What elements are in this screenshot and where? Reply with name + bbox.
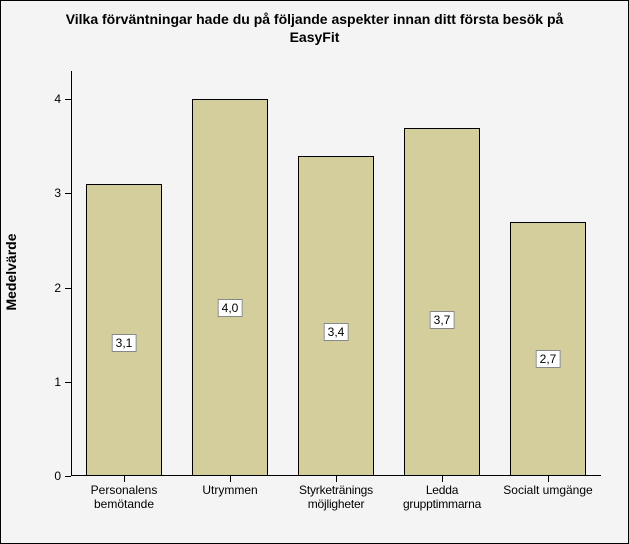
bar-value-label: 4,0	[218, 299, 243, 317]
y-tick-label: 4	[54, 92, 61, 106]
y-tick	[65, 99, 71, 100]
x-tick	[336, 476, 337, 482]
y-tick	[65, 193, 71, 194]
chart-title-line2: EasyFit	[290, 29, 340, 45]
bar: 2,7	[510, 222, 586, 476]
y-axis-label: Medelvärde	[3, 233, 19, 310]
bar: 3,4	[298, 156, 374, 476]
y-tick	[65, 382, 71, 383]
x-tick-label: Leddagrupptimmarna	[386, 484, 498, 512]
x-tick	[124, 476, 125, 482]
x-tick	[230, 476, 231, 482]
x-tick-label: Styrketräningsmöjligheter	[280, 484, 392, 512]
x-tick-label-line: grupptimmarna	[386, 498, 498, 512]
x-tick-label: Socialt umgänge	[492, 484, 604, 498]
bar-value-label: 3,4	[324, 323, 349, 341]
x-tick-label-line: Socialt umgänge	[492, 484, 604, 498]
chart-frame: Vilka förväntningar hade du på följande …	[0, 0, 629, 544]
x-tick-label: Utrymmen	[174, 484, 286, 498]
x-tick-label-line: Styrketränings	[280, 484, 392, 498]
x-tick-label-line: Utrymmen	[174, 484, 286, 498]
x-tick	[548, 476, 549, 482]
x-tick-label-line: Ledda	[386, 484, 498, 498]
chart-title: Vilka förväntningar hade du på följande …	[1, 1, 628, 46]
plot-area: 3,14,03,43,72,7 01234Personalensbemötand…	[71, 71, 601, 476]
x-tick-label: Personalensbemötande	[68, 484, 180, 512]
bars-container: 3,1 4,0 3,4 3,7 2,7	[71, 71, 601, 476]
bar: 3,7	[404, 128, 480, 476]
bar: 3,1	[86, 184, 162, 476]
y-tick	[65, 476, 71, 477]
x-tick	[442, 476, 443, 482]
x-tick-label-line: Personalens	[68, 484, 180, 498]
bar: 4,0	[192, 99, 268, 476]
bar-value-label: 3,7	[430, 311, 455, 329]
x-tick-label-line: bemötande	[68, 498, 180, 512]
chart-title-line1: Vilka förväntningar hade du på följande …	[66, 11, 564, 27]
bar-value-label: 2,7	[536, 350, 561, 368]
x-tick-label-line: möjligheter	[280, 498, 392, 512]
bar-value-label: 3,1	[112, 334, 137, 352]
y-tick	[65, 288, 71, 289]
y-tick-label: 1	[54, 375, 61, 389]
y-tick-label: 0	[54, 469, 61, 483]
y-tick-label: 3	[54, 186, 61, 200]
y-tick-label: 2	[54, 281, 61, 295]
